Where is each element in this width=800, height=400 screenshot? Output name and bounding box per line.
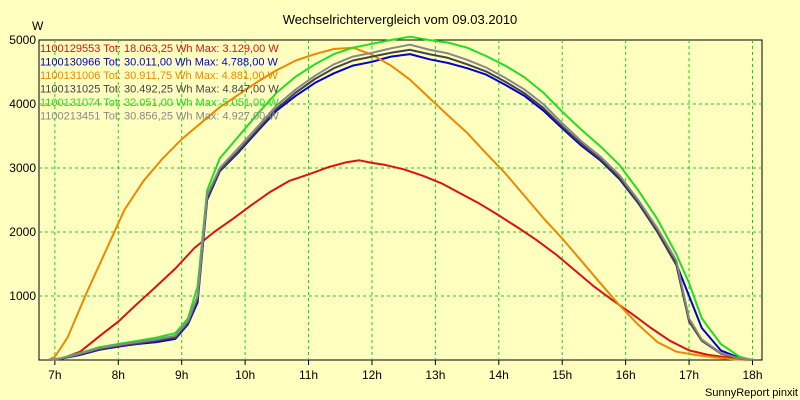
x-tick-label: 16h (616, 368, 636, 382)
x-tick-label: 15h (552, 368, 572, 382)
x-tick-label: 12h (362, 368, 382, 382)
y-tick-label: 4000 (9, 97, 36, 111)
x-tick-label: 18h (742, 368, 762, 382)
series-line-1100131006 (48, 46, 753, 361)
x-tick-label: 10h (235, 368, 255, 382)
legend-entry-1100129553: 1100129553 Tot: 18.063,25 Wh Max: 3.129,… (40, 43, 279, 55)
x-tick-label: 9h (175, 368, 188, 382)
chart-title: Wechselrichtervergleich vom 09.03.2010 (283, 12, 518, 27)
legend-entry-1100131006: 1100131006 Tot: 30.911,75 Wh Max: 4.881,… (40, 70, 279, 82)
series-line-1100129553 (48, 159, 753, 361)
series-line-1100131074 (48, 35, 753, 361)
y-tick-label: 5000 (9, 33, 36, 47)
x-tick-label: 7h (48, 368, 61, 382)
x-tick-label: 14h (489, 368, 509, 382)
y-tick-label: 2000 (9, 225, 36, 239)
grid (39, 40, 762, 360)
plot-area (38, 39, 763, 361)
series-line-1100213451 (48, 43, 753, 361)
legend-entry-1100131025: 1100131025 Tot: 30.492,25 Wh Max: 4.847,… (40, 84, 279, 96)
legend-entry-1100131074: 1100131074 Tot: 32.051,00 Wh Max: 5.051,… (40, 97, 279, 109)
series-lines (48, 35, 753, 361)
y-axis-unit: W (32, 19, 44, 33)
legend-entry-1100213451: 1100213451 Tot: 30.856,25 Wh Max: 4.927,… (40, 111, 279, 123)
x-tick-label: 17h (679, 368, 699, 382)
y-tick-label: 3000 (9, 161, 36, 175)
y-axis-ticks: 1000 2000 3000 4000 5000 (9, 33, 36, 303)
footer-credit: SunnyReport pinxit (705, 387, 798, 399)
x-tick-label: 11h (299, 368, 318, 382)
legend: 1100129553 Tot: 18.063,25 Wh Max: 3.129,… (40, 43, 279, 123)
series-line-1100131025 (48, 48, 753, 361)
x-tick-label: 13h (425, 368, 445, 382)
x-axis-ticks: 7h 8h 9h 10h 11h 12h 13h 14h 15h 16h 17h 18h (48, 360, 763, 382)
legend-entry-1100130966: 1100130966 Tot: 30.011,00 Wh Max: 4.788,… (40, 57, 279, 69)
y-tick-label: 1000 (9, 289, 36, 303)
x-tick-label: 8h (112, 368, 125, 382)
